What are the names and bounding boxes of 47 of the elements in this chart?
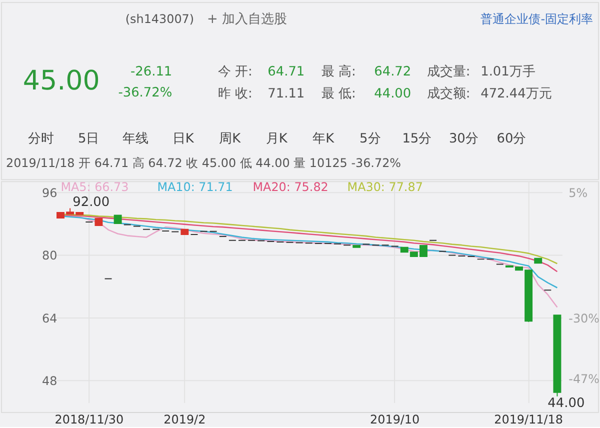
y2-tick-label: -47% <box>568 372 600 386</box>
y-tick-label: 96 <box>42 186 58 200</box>
text: 最 低: <box>321 86 356 102</box>
text: MA20: 75.82 <box>252 180 328 194</box>
y-tick-label: 48 <box>42 374 58 388</box>
text: + 加入自选股 <box>206 12 287 27</box>
y-tick-label: 80 <box>42 248 58 263</box>
y-tick-label: 64 <box>42 311 58 326</box>
text: 1.01万手 <box>480 64 536 80</box>
text: 5日 <box>78 131 100 146</box>
text: 最 高: <box>321 64 356 80</box>
text: 昨 收: <box>218 86 252 102</box>
y2-tick-label: -30% <box>568 311 600 326</box>
text: 成交量: <box>426 64 470 80</box>
text: 今 开: <box>218 64 252 80</box>
text: 5分 <box>360 131 381 146</box>
text: 周K <box>219 131 242 146</box>
y2-tick-label: 5% <box>568 186 588 200</box>
text: 年K <box>312 131 335 146</box>
text: 分时 <box>28 131 54 146</box>
text: 472.44万元 <box>480 86 552 102</box>
series-label: MA5: 66.73 <box>60 180 129 194</box>
text: 2019/11/18 开 64.71 高 64.72 收 45.00 低 44.00 量 10125 -36.72% <box>6 156 402 170</box>
text: MA30: 77.87 <box>347 180 423 194</box>
text: 30分 <box>448 131 478 146</box>
x-tick-label: 2018/11/30 <box>54 412 124 426</box>
text: 普通企业债-固定利率 <box>480 12 594 26</box>
text: 44.00 <box>374 86 412 102</box>
text: 15分 <box>402 131 432 146</box>
x-tick-label: 2019/2 <box>164 412 206 426</box>
text: 日K <box>172 131 194 146</box>
text: 成交额: <box>426 86 470 102</box>
annotation: 44.00 <box>548 396 585 412</box>
text: 60分 <box>496 131 526 146</box>
x-tick-label: 2019/11/18 <box>494 412 563 426</box>
text: -36.72% <box>118 86 172 101</box>
text: -26.11 <box>130 64 172 80</box>
text: 64.71 <box>268 64 305 80</box>
text: (sh143007) <box>125 12 194 26</box>
x-tick-label: 2019/10 <box>370 412 420 426</box>
text: 71.11 <box>268 86 305 102</box>
text: 64.72 <box>374 64 412 80</box>
text: 月K <box>266 131 288 146</box>
text: 年线 <box>122 131 148 146</box>
text: 45.00 <box>22 66 100 97</box>
text: MA10: 71.71 <box>157 180 233 194</box>
annotation: 92.00 <box>72 195 110 210</box>
